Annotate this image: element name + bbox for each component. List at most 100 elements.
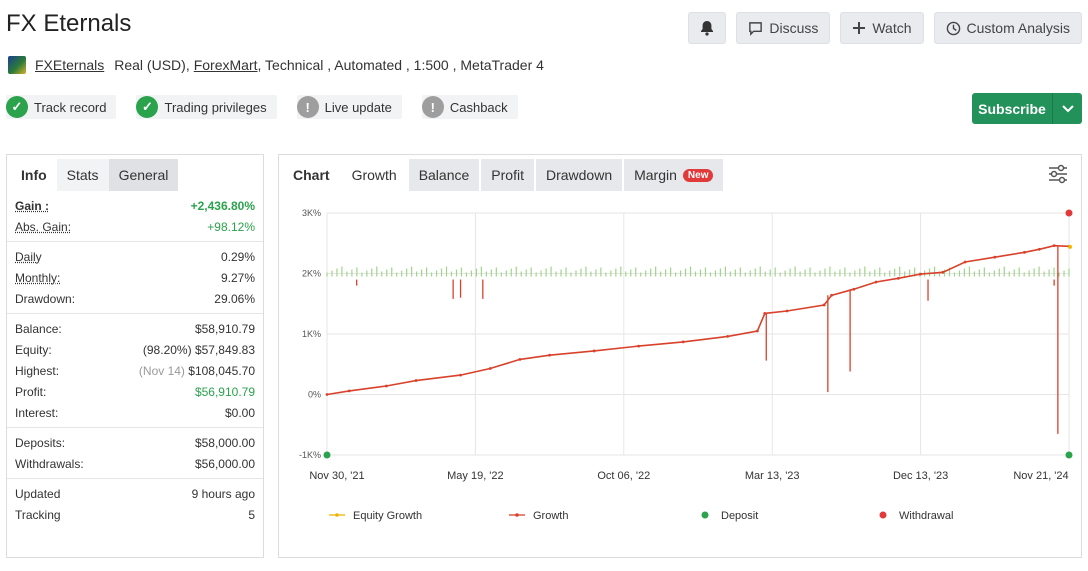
stat-note: (98.20%) xyxy=(142,342,192,357)
notify-button[interactable] xyxy=(688,12,727,44)
stat-value: $56,910.79 xyxy=(194,384,255,399)
tab-profit[interactable]: Profit xyxy=(481,159,534,191)
x-tick-label: Dec 13, '23 xyxy=(893,470,948,482)
growth-point xyxy=(414,379,418,382)
tab-margin[interactable]: Margin New xyxy=(624,159,724,191)
live-update-badge[interactable]: ! Live update xyxy=(296,95,402,119)
divider xyxy=(7,478,263,479)
chart-tabs: Chart Growth Balance Profit Drawdown Mar… xyxy=(279,155,1081,191)
discuss-button[interactable]: Discuss xyxy=(736,12,831,44)
growth-chart[interactable]: 3K% 2K% 1K% 0% -1K% Nov 30, '21 May 19, '22 Oct… xyxy=(279,193,1081,557)
y-tick-label: 2K% xyxy=(302,269,321,279)
x-tick-label: Oct 06, '22 xyxy=(597,470,650,482)
divider xyxy=(7,241,263,242)
track-record-badge[interactable]: ✓ Track record xyxy=(6,95,117,119)
growth-line xyxy=(326,244,1070,396)
stat-value: +2,436.80% xyxy=(190,198,255,213)
stat-value: $58,000.00 xyxy=(194,435,255,450)
custom-analysis-button[interactable]: Custom Analysis xyxy=(933,12,1082,44)
growth-point xyxy=(459,373,462,377)
subscribe-label: Subscribe xyxy=(978,100,1046,117)
divider xyxy=(7,313,263,314)
stat-value: 29.06% xyxy=(214,291,255,306)
growth-point xyxy=(325,393,329,396)
stat-row: Interest: $0.00 xyxy=(15,402,255,423)
growth-point xyxy=(941,270,945,274)
deposit-marker xyxy=(1065,451,1073,459)
stat-key: Tracking xyxy=(15,507,61,522)
chevron-down-icon[interactable] xyxy=(1052,93,1082,124)
stat-row: Balance: $58,910.79 xyxy=(15,318,255,339)
growth-point xyxy=(993,255,997,259)
stat-key[interactable]: Daily xyxy=(15,249,42,264)
stat-key: Withdrawals: xyxy=(15,456,84,471)
stat-row: Updated 9 hours ago xyxy=(15,483,255,504)
tab-drawdown[interactable]: Drawdown xyxy=(535,159,623,191)
y-tick-label: -1K% xyxy=(299,450,321,460)
broker-link[interactable]: ForexMart xyxy=(193,57,258,73)
growth-point xyxy=(963,260,967,264)
growth-point xyxy=(763,312,767,315)
stat-row: Gain : +2,436.80% xyxy=(15,195,255,216)
stat-row: Daily 0.29% xyxy=(15,246,255,267)
discuss-label: Discuss xyxy=(769,20,819,36)
legend-label: Equity Growth xyxy=(353,510,422,522)
watch-label: Watch xyxy=(872,20,912,36)
stat-key: Highest: xyxy=(15,363,60,378)
stat-value: 0.29% xyxy=(220,249,255,264)
growth-point xyxy=(518,358,522,361)
stat-key[interactable]: Monthly: xyxy=(15,270,61,285)
stat-key: Equity: xyxy=(15,342,52,357)
stat-key[interactable]: Gain : xyxy=(15,198,50,213)
stat-key: Updated xyxy=(15,486,61,501)
growth-point xyxy=(919,272,922,276)
stat-key: Drawdown: xyxy=(15,291,76,306)
stat-key[interactable]: Abs. Gain: xyxy=(15,219,72,234)
stat-row: Equity: (98.20%) $57,849.83 xyxy=(15,339,255,360)
check-icon: ✓ xyxy=(136,96,159,118)
page-title: FX Eternals xyxy=(6,10,132,37)
stat-row: Tracking 5 xyxy=(15,504,255,525)
x-tick-label: Mar 13, '23 xyxy=(745,470,800,482)
tab-chart[interactable]: Chart xyxy=(283,159,340,191)
sliders-icon[interactable] xyxy=(1047,163,1069,185)
x-tick-label: May 19, '22 xyxy=(447,470,504,482)
exclamation-icon: ! xyxy=(421,96,444,118)
stats-list: Gain : +2,436.80% Abs. Gain: +98.12% Dai… xyxy=(7,195,263,525)
stats-tabs: Info Stats General xyxy=(7,155,263,191)
exclamation-icon: ! xyxy=(296,96,319,118)
badge-label: Track record xyxy=(34,99,107,115)
stat-value: 9 hours ago xyxy=(191,486,255,501)
chart-panel: Chart Growth Balance Profit Drawdown Mar… xyxy=(278,154,1082,558)
stat-value: $0.00 xyxy=(224,405,255,420)
subscribe-button[interactable]: Subscribe xyxy=(972,93,1082,124)
stat-value: $56,000.00 xyxy=(194,456,255,471)
growth-point xyxy=(830,293,833,297)
tab-general[interactable]: General xyxy=(108,159,179,191)
stats-panel: Info Stats General Gain : +2,436.80% Abs… xyxy=(6,154,264,558)
account-link[interactable]: FXEternals xyxy=(35,57,105,73)
badge-label: Cashback xyxy=(449,99,508,115)
plus-icon xyxy=(853,22,866,34)
legend-marker xyxy=(335,513,339,517)
tab-growth[interactable]: Growth xyxy=(341,159,407,191)
stat-key: Profit: xyxy=(15,384,47,399)
trading-privileges-badge[interactable]: ✓ Trading privileges xyxy=(136,95,277,119)
stat-row: Deposits: $58,000.00 xyxy=(15,432,255,453)
stat-key: Interest: xyxy=(15,405,59,420)
growth-point xyxy=(637,344,641,348)
new-badge: New xyxy=(682,168,714,182)
comment-icon xyxy=(749,21,763,36)
tab-balance[interactable]: Balance xyxy=(408,159,480,191)
stat-row: Profit: $56,910.79 xyxy=(15,381,255,402)
tab-stats[interactable]: Stats xyxy=(56,159,109,191)
legend-marker xyxy=(515,513,519,517)
cashback-badge[interactable]: ! Cashback xyxy=(421,95,518,119)
bell-icon xyxy=(701,21,714,36)
custom-analysis-label: Custom Analysis xyxy=(966,20,1070,36)
tab-info[interactable]: Info xyxy=(11,159,57,191)
legend-label: Withdrawal xyxy=(899,510,953,522)
growth-point xyxy=(726,335,730,338)
watch-button[interactable]: Watch xyxy=(840,12,924,44)
account-details: , Technical , Automated , 1:500 , MetaTr… xyxy=(257,57,544,73)
